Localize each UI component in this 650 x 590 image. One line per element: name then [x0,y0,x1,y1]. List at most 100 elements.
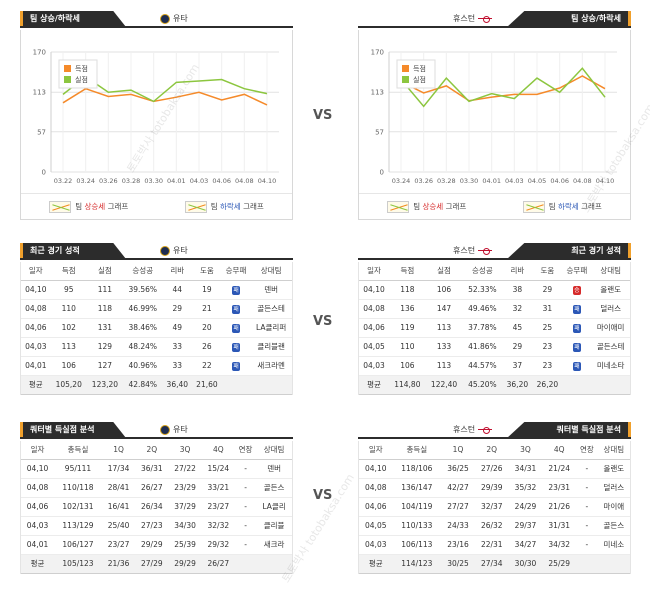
table-cell: 106/113 [392,535,442,555]
table-cell: 21/24 [542,459,577,479]
x-tick-label: 04.01 [167,177,186,185]
table-cell: 패 [221,299,251,319]
table-cell: 136 [389,299,426,319]
table-cell: - [576,478,598,498]
table-cell: 33 [162,337,193,357]
right-recent-header: 휴스턴 최근 경기 성적 [358,240,631,262]
left-recent-header: 최근 경기 성적 유타 [20,240,293,262]
table-cell: 클리블 [256,516,292,536]
table-cell: 04,10 [359,280,390,300]
table-cell: 04,05 [359,516,393,536]
table-cell: 119 [389,318,426,338]
table-cell: 22/31 [474,535,509,555]
table-cell: 95 [50,280,87,300]
right-trend-chart: 0 57 113 170 03.24 03.26 03.28 03.30 04.01 04.03 0… [358,30,631,220]
legend-swatch [64,76,71,83]
table-cell: 127 [86,356,124,376]
table-cell: 40.96% [123,356,163,376]
table-cell: 21,60 [192,375,222,395]
column-header: 승성공 [462,262,503,281]
table-cell [250,375,292,395]
table-cell: 37/29 [168,497,202,517]
legend-box [58,59,98,89]
table-cell: 95/111 [54,459,102,479]
series-line-득점 [62,87,268,106]
jazz-logo-icon [160,424,170,435]
table-row: 04,05 110 133 41.86% 29 23 패 골든스테 [359,337,630,357]
left-trend-panel: 팀 상승/하락세 유타 0 57 113 170 03.22 03.24 03.26 03.2… [20,8,293,220]
column-header: 실점 [86,262,124,281]
table-cell: 04,01 [21,535,55,555]
table-cell: 38 [502,280,533,300]
table-cell: 골든스테 [250,299,292,319]
table-cell: 04,03 [21,337,51,357]
column-header: 상대팀 [591,262,630,281]
table-cell: 35/32 [508,478,543,498]
table-cell: 106 [389,356,426,376]
table-cell: 27/22 [168,459,202,479]
table-cell: 평균 [359,554,393,574]
table-cell: - [234,516,257,536]
table-row: 04,06 102/131 16/41 26/34 37/29 23/27- LA클리 [21,497,292,517]
y-tick-label: 113 [371,89,384,97]
legend-swatch [64,65,71,72]
column-header: 도움 [192,262,222,281]
table-cell: 34/27 [508,535,543,555]
table-cell: 마이애미 [591,318,630,338]
table-cell: 덴버 [250,280,292,300]
table-cell: 26/27 [201,554,235,574]
x-tick-label: 04.10 [596,177,615,185]
y-tick-label: 170 [33,49,46,57]
table-cell: 106/127 [54,535,102,555]
x-tick-label: 04.01 [482,177,501,185]
table-cell: 34/32 [542,535,577,555]
table-cell: 31/31 [542,516,577,536]
table-cell: - [576,497,598,517]
left-trend-title: 팀 상승/하락세 [20,11,126,27]
table-cell: 105/123 [54,554,102,574]
series-line-실점 [400,67,606,108]
table-cell: 04,06 [359,497,393,517]
x-tick-label: 03.26 [414,177,433,185]
table-cell: 마이애 [597,497,630,517]
result-badge: 패 [232,342,240,352]
table-cell: 105,20 [50,375,87,395]
table-cell: 04,10 [359,459,393,479]
table-cell: - [576,516,598,536]
table-cell: 04,06 [21,318,51,338]
column-header: 일자 [21,262,51,281]
result-badge: 패 [572,361,581,371]
legend-box [396,59,436,89]
table-cell: 24/33 [441,516,475,536]
table-cell: 패 [562,299,592,319]
table-cell: 28/41 [101,478,136,498]
legend-label: 실점 [75,75,88,84]
column-header: 4Q [542,441,577,460]
table-cell: 26/32 [474,516,509,536]
vs-label-recent: VS [313,314,333,329]
table-cell: 136/147 [392,478,442,498]
table-cell: - [234,497,257,517]
table-cell: 118 [389,280,426,300]
left-quarter-table: 일자 총득실 1Q 2Q 3Q 4Q 연장 상대팀 04,10 95/111 17/34 36/31 2… [21,441,292,574]
table-cell: 118 [86,299,124,319]
table-cell: 04,03 [21,516,55,536]
table-cell: 49 [162,318,193,338]
column-header: 2Q [474,441,509,460]
column-header: 득점 [50,262,87,281]
left-recent-panel: 최근 경기 성적 유타 일자 득점 실점 승성공 리바 도움 승무패 상대팀 04,10 95 11… [20,240,293,395]
table-row: 04,08 136/147 42/27 29/39 35/32 23/31- 덜러스 [359,478,630,498]
table-cell [591,375,630,395]
column-header: 연장 [576,441,598,460]
rise-graph-icon [387,200,410,213]
table-cell: 04,10 [21,459,55,479]
table-cell [221,375,251,395]
table-cell: 37 [502,356,533,376]
table-cell: 04,08 [21,299,51,319]
x-tick-label: 04.06 [550,177,569,185]
table-cell: 24/29 [508,497,543,517]
rise-graph-legend: 팀 상승세 그래프 [387,200,466,213]
table-cell: - [576,459,598,479]
result-badge: 패 [232,361,240,371]
right-recent-title: 최근 경기 성적 [507,243,631,259]
